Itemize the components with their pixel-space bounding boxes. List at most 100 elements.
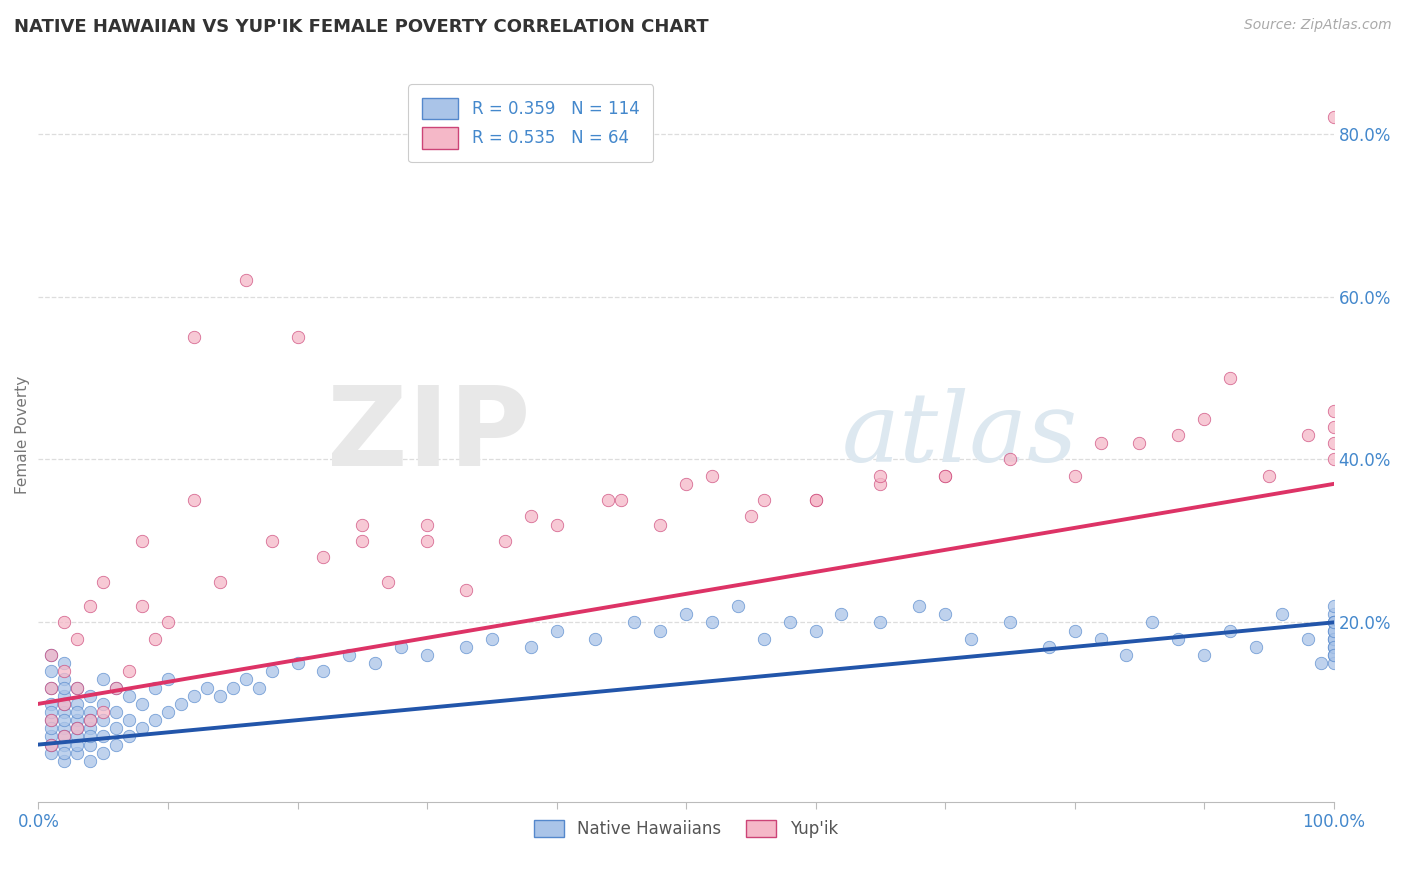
Point: [752, 632, 775, 646]
Point: [41, 713, 63, 727]
Point: [1323, 420, 1346, 434]
Point: [546, 517, 568, 532]
Point: [1296, 428, 1319, 442]
Point: [53, 721, 76, 735]
Point: [1323, 436, 1346, 450]
Point: [752, 493, 775, 508]
Point: [53, 697, 76, 711]
Point: [41, 738, 63, 752]
Point: [1090, 632, 1112, 646]
Point: [53, 705, 76, 719]
Point: [41, 697, 63, 711]
Point: [79, 689, 101, 703]
Point: [610, 493, 633, 508]
Point: [91, 697, 114, 711]
Point: [934, 607, 956, 622]
Point: [830, 607, 852, 622]
Point: [53, 738, 76, 752]
Point: [91, 713, 114, 727]
Point: [41, 648, 63, 662]
Point: [779, 615, 801, 630]
Point: [1323, 111, 1346, 125]
Point: [1323, 632, 1346, 646]
Point: [66, 730, 89, 744]
Point: [998, 452, 1021, 467]
Point: [66, 721, 89, 735]
Point: [53, 730, 76, 744]
Point: [1323, 607, 1346, 622]
Point: [519, 640, 541, 654]
Point: [804, 493, 827, 508]
Point: [1192, 648, 1215, 662]
Point: [1323, 640, 1346, 654]
Point: [337, 648, 360, 662]
Point: [1323, 632, 1346, 646]
Point: [650, 517, 672, 532]
Point: [1323, 403, 1346, 417]
Point: [208, 574, 231, 589]
Point: [1323, 452, 1346, 467]
Point: [41, 746, 63, 760]
Point: [66, 705, 89, 719]
Point: [494, 533, 516, 548]
Point: [143, 632, 166, 646]
Point: [66, 713, 89, 727]
Point: [389, 640, 412, 654]
Point: [1090, 436, 1112, 450]
Point: [908, 599, 931, 613]
Point: [1219, 371, 1241, 385]
Point: [869, 477, 891, 491]
Point: [105, 681, 128, 695]
Point: [66, 738, 89, 752]
Point: [143, 681, 166, 695]
Point: [79, 738, 101, 752]
Point: [481, 632, 503, 646]
Point: [79, 721, 101, 735]
Point: [519, 509, 541, 524]
Point: [416, 533, 439, 548]
Point: [235, 273, 257, 287]
Point: [869, 468, 891, 483]
Point: [960, 632, 983, 646]
Point: [222, 681, 245, 695]
Point: [53, 656, 76, 670]
Point: [416, 517, 439, 532]
Point: [170, 697, 193, 711]
Point: [1219, 624, 1241, 638]
Point: [79, 713, 101, 727]
Point: [1323, 648, 1346, 662]
Point: [208, 689, 231, 703]
Point: [143, 713, 166, 727]
Point: [546, 624, 568, 638]
Point: [1323, 615, 1346, 630]
Point: [1323, 615, 1346, 630]
Point: [1192, 411, 1215, 425]
Point: [312, 550, 335, 565]
Point: [118, 689, 141, 703]
Text: ZIP: ZIP: [328, 382, 530, 489]
Point: [700, 468, 723, 483]
Point: [1296, 632, 1319, 646]
Point: [41, 721, 63, 735]
Point: [1063, 468, 1085, 483]
Point: [91, 705, 114, 719]
Point: [53, 665, 76, 679]
Point: [1167, 428, 1189, 442]
Point: [287, 656, 309, 670]
Point: [53, 697, 76, 711]
Point: [156, 673, 179, 687]
Point: [53, 673, 76, 687]
Point: [804, 624, 827, 638]
Point: [352, 517, 374, 532]
Point: [91, 574, 114, 589]
Point: [1063, 624, 1085, 638]
Point: [1167, 632, 1189, 646]
Point: [66, 681, 89, 695]
Point: [53, 730, 76, 744]
Point: [79, 713, 101, 727]
Point: [118, 730, 141, 744]
Point: [377, 574, 399, 589]
Point: [41, 730, 63, 744]
Point: [454, 582, 477, 597]
Point: [1271, 607, 1294, 622]
